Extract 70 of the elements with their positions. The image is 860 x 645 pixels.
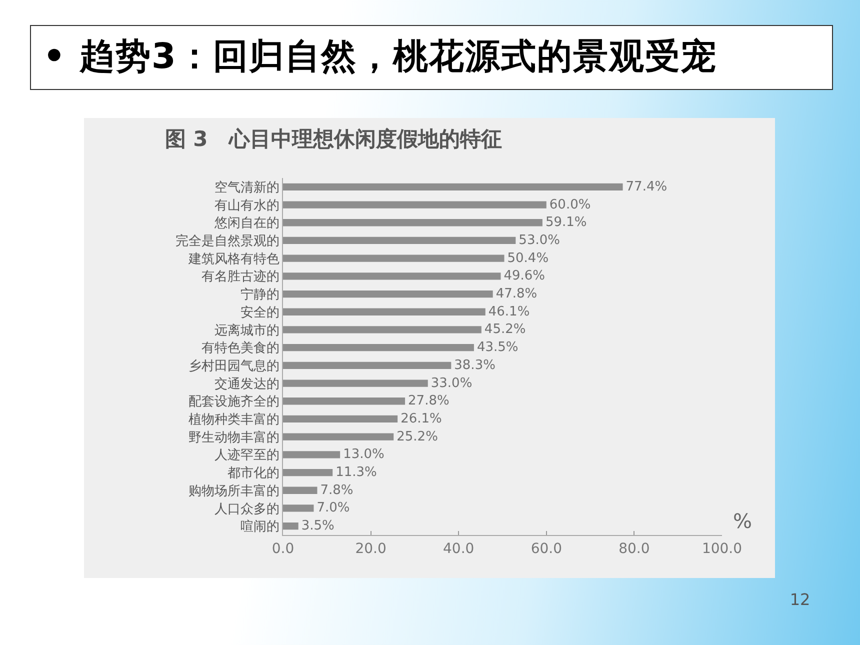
- data-label: 27.8%: [408, 394, 450, 409]
- bar: [283, 254, 504, 262]
- y-tick-label: 宁静的: [240, 286, 280, 303]
- y-tick-label: 人迹罕至的: [214, 447, 280, 464]
- data-label: 77.4%: [626, 179, 668, 194]
- data-label: 47.8%: [496, 286, 538, 302]
- y-tick-label: 远离城市的: [214, 322, 280, 338]
- y-tick-label: 乡村田园气息的: [188, 358, 280, 374]
- y-tick-label: 建筑风格有特色: [187, 252, 280, 267]
- data-label: 45.2%: [484, 322, 526, 338]
- data-label: 60.0%: [549, 197, 591, 212]
- x-tick-label: 20.0: [355, 540, 386, 557]
- data-label: 38.3%: [454, 358, 496, 373]
- x-tick-label: 80.0: [618, 540, 650, 557]
- y-tick-label: 空气清新的: [214, 180, 280, 196]
- bar: [283, 362, 452, 369]
- data-label: 13.0%: [343, 447, 384, 462]
- data-label: 59.1%: [545, 215, 587, 230]
- bar: [283, 272, 501, 280]
- y-tick-label: 配套设施齐全的: [188, 394, 280, 410]
- data-label: 46.1%: [488, 304, 530, 320]
- bar: [283, 326, 482, 334]
- data-label: 11.3%: [336, 465, 377, 480]
- bar: [283, 308, 486, 316]
- bar: [283, 504, 314, 512]
- bar: [283, 433, 394, 440]
- y-tick-label: 完全是自然景观的: [175, 233, 280, 250]
- y-tick-label: 有名胜古迹的: [201, 268, 280, 285]
- data-label: 7.0%: [316, 500, 350, 516]
- data-label: 26.1%: [400, 411, 442, 426]
- bar: [283, 344, 474, 352]
- data-label: 49.6%: [504, 268, 546, 284]
- y-tick-label: 野生动物丰富的: [188, 429, 280, 446]
- chart-title: • 趋势3：回归自然，桃花源式的景观受宠: [31, 26, 832, 89]
- y-tick-label: 植物种类丰富的: [188, 412, 280, 428]
- data-label: 50.4%: [507, 250, 549, 266]
- bar: [283, 398, 406, 405]
- bar: [283, 236, 516, 244]
- chart-subtitle: 图 3 心目中理想休闲度假地的特征: [164, 127, 502, 152]
- bar: [283, 415, 398, 423]
- y-tick-label: 喧闹的: [240, 518, 280, 535]
- y-tick-label: 安全的: [240, 304, 280, 320]
- bar: [283, 380, 428, 387]
- y-tick-label: 人口众多的: [214, 502, 280, 517]
- bar: [283, 201, 546, 208]
- text: 12: [788, 590, 812, 609]
- data-label: 3.5%: [301, 518, 334, 534]
- data-label: 33.0%: [430, 376, 472, 391]
- x-tick-label: 100.0: [702, 540, 742, 557]
- bar: [283, 183, 623, 190]
- y-tick-label: 交通发达的: [214, 376, 280, 392]
- data-label: 53.0%: [518, 232, 560, 248]
- bar: [283, 522, 298, 530]
- x-tick-label: 60.0: [530, 540, 562, 557]
- bar: [283, 290, 493, 298]
- y-tick-label: 有山有水的: [214, 198, 280, 214]
- x-tick-label: 40.0: [443, 540, 474, 557]
- y-tick-label: 悠闲自在的: [213, 216, 280, 232]
- bar: [283, 451, 340, 458]
- bar: [283, 468, 333, 476]
- data-label: 25.2%: [396, 429, 438, 444]
- bar: [283, 219, 542, 226]
- x-tick-label: 0.0: [272, 540, 294, 557]
- x-axis-title: %: [733, 509, 752, 533]
- y-tick-label: 有特色美食的: [201, 340, 280, 356]
- data-label: 43.5%: [476, 340, 518, 356]
- y-tick-label: 都市化的: [227, 466, 280, 482]
- bar: [283, 486, 318, 494]
- y-tick-label: 购物场所丰富的: [188, 482, 280, 499]
- data-label: 7.8%: [320, 482, 354, 498]
